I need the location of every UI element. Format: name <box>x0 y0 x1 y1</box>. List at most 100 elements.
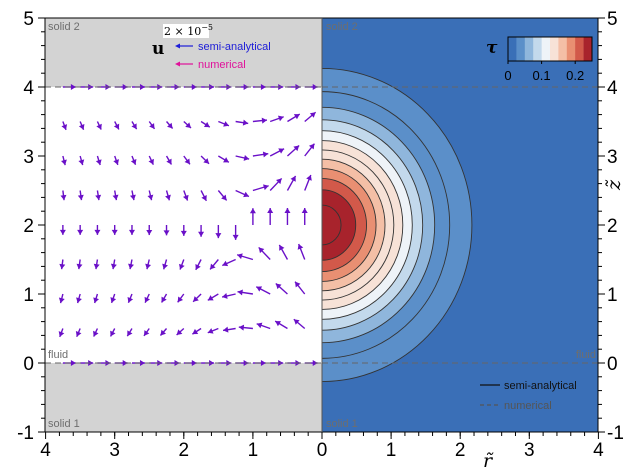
arrow-legend: 2 × 10−5 u semi-analytical numerical <box>152 23 271 71</box>
y-tick-label-left: 2 <box>23 216 34 237</box>
legend-label-contour-numerical: numerical <box>504 400 552 412</box>
velocity-arrowhead <box>93 297 99 303</box>
velocity-arrowhead <box>128 229 135 235</box>
contour-line <box>322 130 413 320</box>
velocity-arrowhead <box>193 296 199 302</box>
velocity-arrowhead <box>263 184 269 191</box>
velocity-arrowhead <box>113 159 119 165</box>
velocity-arrowhead <box>275 283 282 290</box>
velocity-arrowhead <box>78 159 85 166</box>
velocity-arrowhead <box>185 122 191 128</box>
velocity-arrowhead <box>184 158 190 165</box>
velocity-arrowhead <box>191 360 197 366</box>
velocity-arrowhead <box>210 263 216 270</box>
x-tick-label-right: 1 <box>386 440 397 461</box>
velocity-arrowhead <box>301 208 308 213</box>
velocity-arrowhead <box>192 328 199 335</box>
y-tick-label-right: 5 <box>607 9 618 30</box>
colorbar-cell <box>566 37 576 61</box>
velocity-arrowhead <box>139 84 145 90</box>
velocity-arrowhead <box>59 263 66 270</box>
velocity-arrowhead <box>149 123 155 129</box>
x-tick-label-right: 3 <box>524 440 535 461</box>
velocity-arrowhead <box>180 230 187 236</box>
velocity-arrowhead <box>293 114 300 120</box>
velocity-arrowhead <box>146 230 153 236</box>
velocity-arrowhead <box>277 115 284 122</box>
velocity-arrowhead <box>306 174 312 181</box>
velocity-arrowhead <box>160 329 166 336</box>
velocity-arrowhead <box>144 296 150 303</box>
velocity-arrowhead <box>128 263 134 270</box>
contour-line <box>322 91 451 359</box>
velocity-arrowhead <box>94 229 101 235</box>
velocity-arrowhead <box>113 123 120 130</box>
velocity-arrowhead <box>177 296 184 303</box>
velocity-arrowhead <box>249 208 256 214</box>
contour-legend: semi-analytical numerical <box>480 380 577 412</box>
velocity-arrowhead <box>78 123 85 130</box>
y-axis-label: z̃ <box>603 179 625 191</box>
x-tick-label-right: 4 <box>593 440 604 461</box>
contour-line <box>322 68 473 382</box>
y-tick-label-right: 1 <box>607 285 618 306</box>
x-axis-label: r̃ <box>483 450 494 470</box>
legend-label-contour-semi-analytical: semi-analytical <box>504 380 577 392</box>
velocity-arrowhead <box>93 263 100 270</box>
y-tick-label-left: 3 <box>23 147 34 168</box>
scale-label-box <box>163 24 209 38</box>
colorbar-cell <box>508 37 517 61</box>
contour-line <box>322 158 386 292</box>
velocity-arrowhead <box>243 191 249 198</box>
colorbar-ticks: 0 0.1 0.2 <box>504 61 584 83</box>
scale-label: 2 × 10−5 <box>164 23 213 38</box>
velocity-arrowhead <box>258 247 265 254</box>
velocity-arrowhead <box>308 143 315 150</box>
colorbar-cell <box>550 37 559 61</box>
velocity-arrowhead <box>295 281 301 288</box>
velocity-arrowhead <box>130 159 137 165</box>
velocity-arrowhead <box>167 122 173 129</box>
velocity-arrowhead <box>195 264 201 270</box>
velocity-arrowhead <box>221 194 227 201</box>
colorbar-symbol: τ <box>486 38 498 58</box>
contour-line <box>322 140 404 310</box>
velocity-arrowhead <box>148 158 154 165</box>
y-tick-label-right: 3 <box>607 147 618 168</box>
colorbar-frame <box>507 36 593 62</box>
x-tick-label-left: 0 <box>317 440 328 461</box>
x-tick-label-left: 4 <box>40 440 51 461</box>
velocity-arrowhead <box>232 234 239 240</box>
y-tick-label-right: -1 <box>607 423 624 444</box>
velocity-arrowhead <box>58 331 65 337</box>
y-tick-label-right: 2 <box>607 216 618 237</box>
x-tick-label-left: 3 <box>109 440 120 461</box>
velocity-arrowhead <box>166 158 172 165</box>
colorbar-cell <box>583 37 593 61</box>
contour-line <box>322 168 377 282</box>
velocity-arrowhead <box>162 263 168 270</box>
colorbar: τ 0 0.1 0.2 <box>486 36 593 83</box>
velocity-arrowhead <box>261 117 267 124</box>
velocity-arrowhead <box>223 121 229 127</box>
velocity-arrowhead <box>207 328 214 334</box>
solid-1-label-right: solid 1 <box>326 418 358 430</box>
velocity-arrowhead <box>223 157 229 163</box>
solid-2-label-right: solid 2 <box>326 21 358 33</box>
velocity-arrowhead <box>110 330 116 337</box>
colorbar-cell <box>558 37 568 61</box>
velocity-arrowhead <box>267 208 274 213</box>
velocity-arrowhead <box>112 194 119 201</box>
y-tick-label-left: 1 <box>23 285 34 306</box>
axes: -1 -1 0 0 1 1 2 2 3 3 4 4 5 5 4 3 2 1 0 1 2 3 4 <box>17 9 624 461</box>
velocity-arrowhead <box>293 319 300 325</box>
velocity-arrowhead <box>276 178 282 185</box>
fluid-label-right: fluid <box>576 349 596 361</box>
contour-band <box>322 205 342 245</box>
velocity-arrowhead <box>191 84 197 90</box>
velocity-arrowhead <box>95 194 102 201</box>
velocity-arrowhead <box>76 263 83 270</box>
velocity-arrowhead <box>95 159 102 165</box>
velocity-arrowhead <box>93 330 99 337</box>
solid-1-region-left <box>45 363 322 432</box>
